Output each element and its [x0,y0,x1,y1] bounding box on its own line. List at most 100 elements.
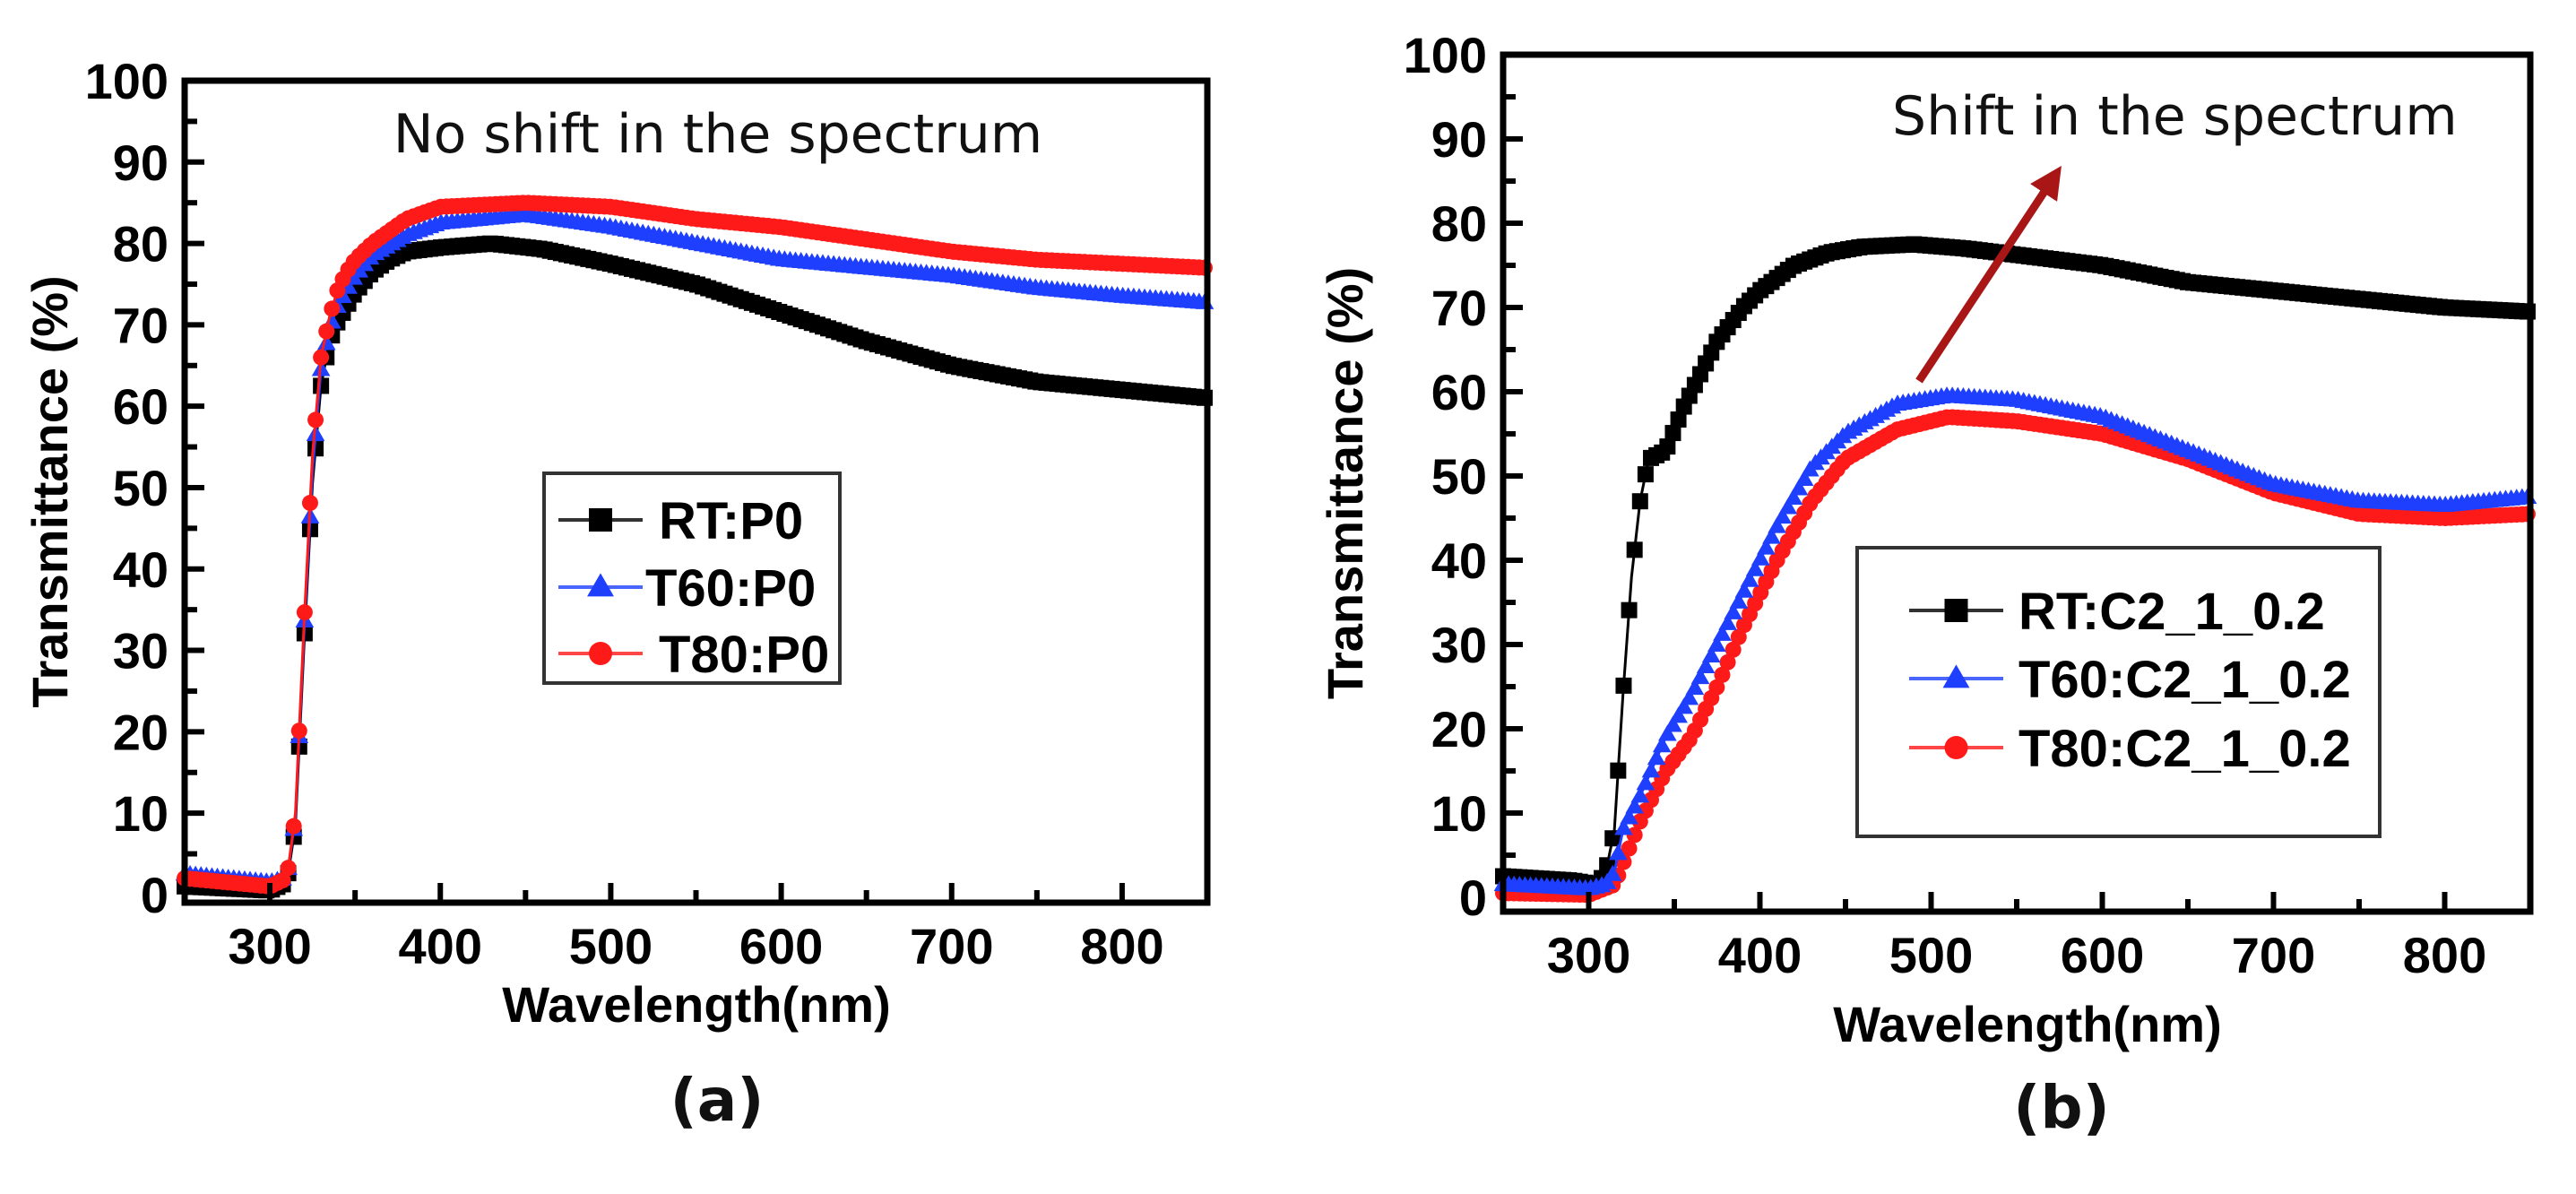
x-axis-title: Wavelength(nm) [502,976,890,1033]
legend-label: T60:C2_1_0.2 [2018,651,2351,709]
legend-label: T80:P0 [659,626,829,684]
legend-marker-icon [1944,599,1968,622]
data-point [307,411,324,428]
data-point [1630,786,1650,803]
series-t80-p0 [177,195,1213,895]
y-tick-label: 80 [1431,195,1487,252]
x-tick-label: 700 [2232,927,2315,983]
y-axis-title: Transmittance (%) [22,275,78,707]
data-point [1669,706,1688,723]
data-point [290,722,307,740]
data-point [1597,872,1617,889]
legend-marker-icon [589,642,612,665]
y-tick-label: 0 [1459,870,1487,926]
legend-item: T60:P0 [558,559,816,618]
data-point [1707,635,1726,652]
series-rt-c2-1-0-2 [1495,236,2536,893]
y-tick-label: 90 [1431,111,1487,168]
legend-item: RT:C2_1_0.2 [1909,583,2325,641]
x-tick-label: 600 [739,918,823,974]
panel-label: (b) [2013,1073,2110,1142]
data-point [1625,797,1645,814]
plot-area [1493,236,2537,904]
data-point [1626,541,1643,558]
plot-area [175,195,1215,899]
data-point [1719,653,1736,671]
data-point [274,871,291,888]
y-tick-label: 10 [113,785,169,842]
legend-marker-icon [589,508,612,532]
data-point [1778,497,1798,515]
data-point [1631,493,1648,510]
data-point [1641,761,1661,778]
data-point [1757,538,1776,555]
data-point [1762,527,1781,544]
data-point [1701,645,1721,662]
data-point [1659,438,1676,455]
data-point [1784,489,1803,506]
panel-b: 300 400 500 600 700 800 0 10 20 30 40 50 60 70 80 90 100… [1317,27,2537,1142]
data-point [1789,479,1809,496]
data-point [1610,762,1627,779]
data-point [1725,641,1742,658]
data-point [1647,748,1666,766]
data-point [285,818,302,835]
data-point [280,860,297,877]
legend-marker-icon [1944,736,1968,759]
legend-item: RT:P0 [558,492,803,550]
x-tick-label: 700 [910,918,993,974]
data-point [1794,469,1814,486]
panel-label: (a) [670,1066,765,1135]
x-tick-label: 500 [569,918,653,974]
data-point [313,349,330,366]
legend-marker-icon [587,573,614,597]
x-tick-label: 400 [1718,927,1802,983]
data-point [1718,613,1737,630]
y-tick-label: 90 [113,134,169,191]
legend-item: T80:C2_1_0.2 [1909,720,2351,778]
data-point [1740,570,1759,587]
data-point [1620,808,1638,825]
legend: RT:C2_1_0.2 T60:C2_1_0.2 T80:C2_1_0.2 [1855,546,2382,838]
data-point [1729,592,1749,609]
data-point [1621,840,1638,857]
x-tick-label: 300 [228,918,311,974]
data-point [1652,736,1672,753]
data-point [1637,466,1654,483]
y-tick-label: 0 [141,867,169,923]
y-tick-label: 100 [1404,27,1487,83]
data-point [316,333,336,350]
data-point [1658,724,1677,741]
data-point [1615,677,1632,694]
data-point [1680,688,1699,705]
legend-item: T60:C2_1_0.2 [1909,651,2351,709]
y-tick-label: 60 [113,378,169,435]
data-point [1773,507,1793,524]
x-tick-label: 800 [2403,927,2486,983]
y-tick-label: 20 [113,704,169,760]
data-point [1674,697,1694,714]
data-point [1670,411,1687,428]
legend-marker-icon [1942,664,1970,688]
data-point [1636,774,1655,791]
data-point [1730,628,1747,645]
legend-label: T60:P0 [645,559,816,618]
x-tick-label: 300 [1547,927,1630,983]
x-tick-label: 800 [1080,918,1163,974]
y-tick-label: 10 [1431,785,1487,842]
y-tick-label: 80 [113,216,169,273]
legend-label: T80:C2_1_0.2 [2018,720,2351,778]
y-tick-label: 40 [1431,532,1487,589]
x-tick-label: 400 [399,918,482,974]
data-point [324,300,341,317]
legend-box [1855,546,2382,838]
data-point [1734,581,1754,598]
data-point [1614,818,1633,835]
data-point [1768,516,1786,533]
legend-label: RT:P0 [659,492,803,550]
shift-arrow-icon [1915,165,2062,384]
data-point [1724,602,1743,619]
data-point [1714,666,1731,683]
data-point [1696,657,1716,674]
